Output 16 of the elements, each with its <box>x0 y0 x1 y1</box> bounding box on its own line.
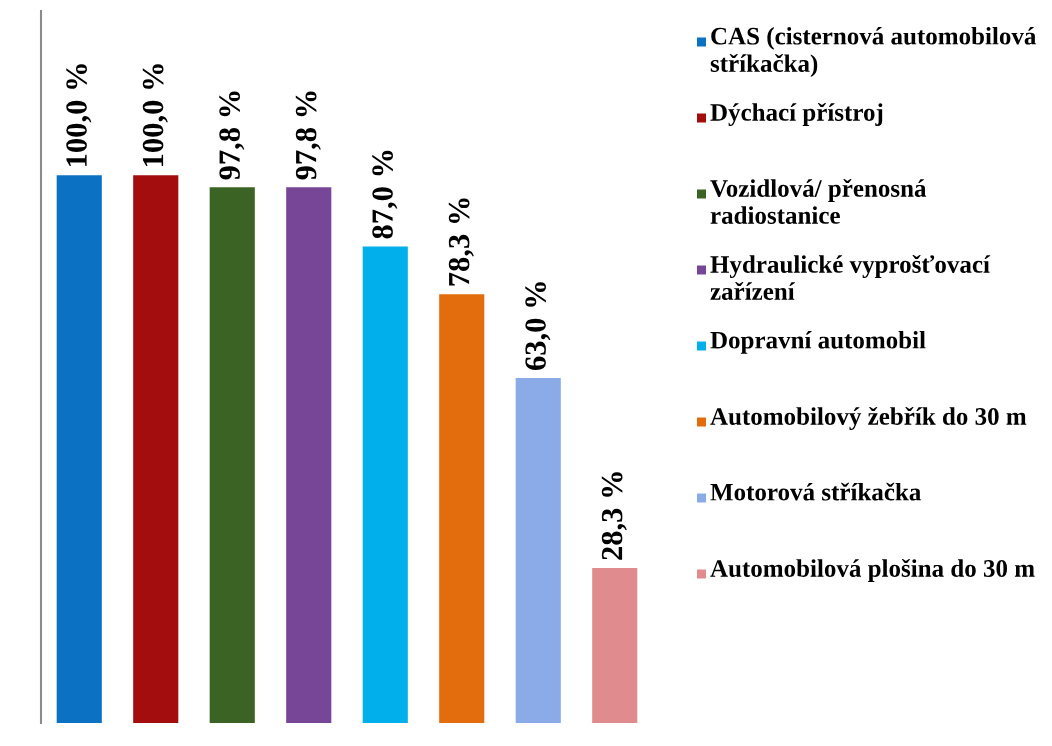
legend-label: Hydraulické vyprošťovací zařízení <box>710 255 991 300</box>
legend-label: CAS (cisternová automobilová stříkačka) <box>710 27 1036 78</box>
legend-label: Automobilová plošina do 30 m <box>710 559 1035 582</box>
legend-label: Dýchací přístroj <box>710 103 883 127</box>
data-label: 100,0 % <box>66 64 92 166</box>
legend-label: Motorová stříkačka <box>710 482 921 501</box>
data-label: 100,0 % <box>142 64 168 166</box>
legend-label: Vozidlová/ přenosná radiostanice <box>710 179 927 224</box>
data-label: 63,0 % <box>525 282 551 370</box>
data-label: 78,3 % <box>448 198 474 286</box>
data-label: 97,8 % <box>219 91 245 180</box>
data-label: 97,8 % <box>295 91 321 180</box>
legend-label: Dopravní automobil <box>710 331 926 354</box>
data-label: 87,0 % <box>372 150 398 239</box>
legend-label: Automobilový žebřík do 30 m <box>710 407 1027 431</box>
data-label: 28,3 % <box>601 472 627 560</box>
